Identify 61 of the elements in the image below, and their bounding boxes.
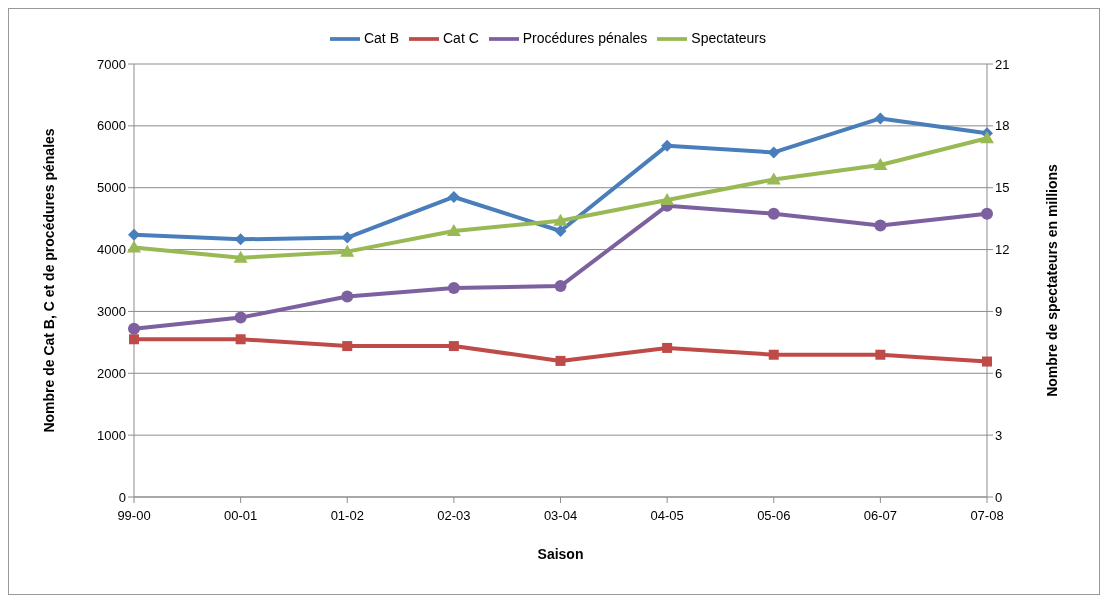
x-tick-label: 00-01 xyxy=(224,508,258,524)
point xyxy=(342,341,353,352)
y2-tick-label: 0 xyxy=(995,489,1003,505)
x-tick-label: 05-06 xyxy=(757,508,791,524)
point xyxy=(873,158,888,171)
x-tick-label: 04-05 xyxy=(650,508,684,524)
point xyxy=(447,281,460,294)
y2-tick-label: 21 xyxy=(995,56,1010,72)
point xyxy=(129,334,139,345)
y2-axis-title: Nombre de spectateurs en millions xyxy=(1043,163,1060,397)
y2-tick-label: 6 xyxy=(995,365,1003,381)
y-axis-title: Nombre de Cat B, C et de procédures pénales xyxy=(40,128,57,433)
y-tick-label: 5000 xyxy=(97,180,126,196)
point xyxy=(980,131,994,144)
point xyxy=(875,349,886,360)
y-tick-label: 6000 xyxy=(97,118,126,134)
point xyxy=(446,224,461,237)
x-tick-label: 07-08 xyxy=(970,508,1004,524)
point xyxy=(662,342,673,353)
point xyxy=(127,240,141,253)
x-axis-title: Saison xyxy=(537,546,584,562)
y2-tick-label: 3 xyxy=(995,427,1003,443)
point xyxy=(341,290,354,303)
y2-tick-label: 15 xyxy=(995,180,1010,196)
y-tick-label: 4000 xyxy=(97,242,126,258)
point xyxy=(447,190,460,203)
point xyxy=(874,219,887,232)
legend-label: Cat B xyxy=(363,29,399,46)
x-tick-label: 01-02 xyxy=(330,508,364,524)
point xyxy=(554,280,567,293)
point xyxy=(235,334,246,345)
point xyxy=(767,207,780,220)
y-tick-label: 2000 xyxy=(97,365,126,381)
point xyxy=(768,349,779,360)
point xyxy=(874,112,887,125)
point xyxy=(766,172,781,185)
x-tick-label: 03-04 xyxy=(543,508,578,524)
x-tick-label: 06-07 xyxy=(863,508,897,524)
point xyxy=(233,250,248,263)
point xyxy=(982,356,992,367)
x-tick-label: 99-00 xyxy=(117,508,151,524)
y-tick-label: 1000 xyxy=(97,427,126,443)
y2-tick-label: 18 xyxy=(995,118,1010,134)
point xyxy=(340,244,355,257)
point xyxy=(448,341,459,352)
x-tick-label: 02-03 xyxy=(437,508,471,524)
y-tick-label: 0 xyxy=(118,489,126,505)
point xyxy=(553,213,568,226)
point xyxy=(554,225,567,238)
point xyxy=(981,207,993,220)
point xyxy=(555,355,566,366)
legend-label: Cat C xyxy=(442,29,479,46)
y-tick-label: 3000 xyxy=(97,304,126,320)
y-tick-label: 7000 xyxy=(97,56,126,72)
point xyxy=(128,322,140,335)
point xyxy=(234,311,247,324)
legend-label: Procédures pénales xyxy=(522,29,648,46)
y2-tick-label: 12 xyxy=(995,242,1010,258)
y2-tick-label: 9 xyxy=(995,304,1003,320)
legend-label: Spectateurs xyxy=(691,29,767,46)
point xyxy=(660,193,675,206)
